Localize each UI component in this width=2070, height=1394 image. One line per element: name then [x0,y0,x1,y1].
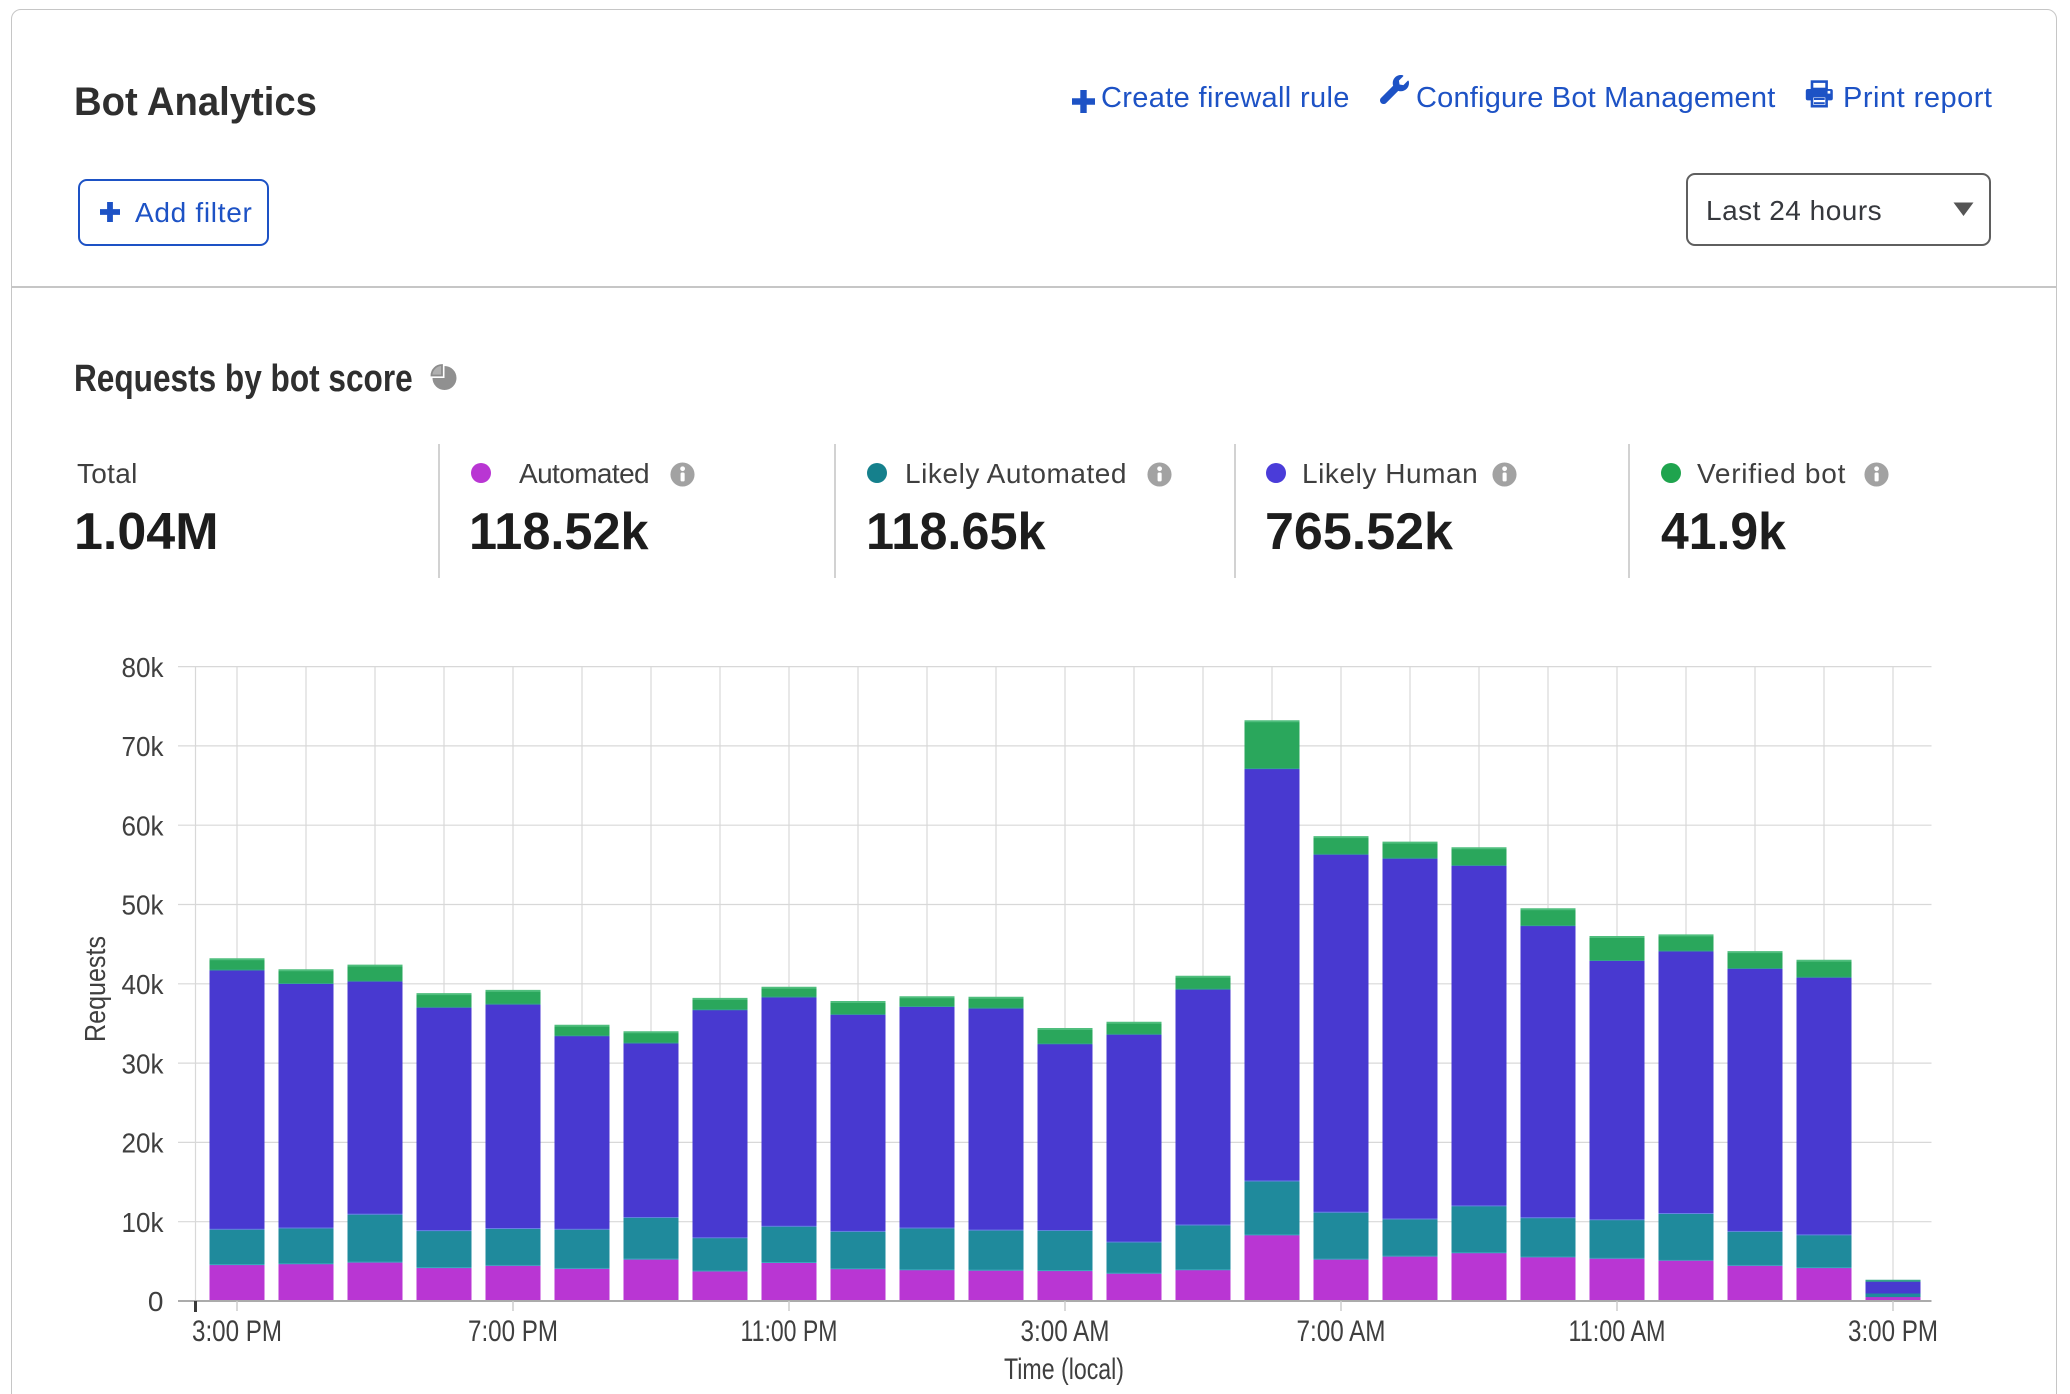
svg-text:50k: 50k [122,890,165,921]
svg-text:11:00 PM: 11:00 PM [741,1315,838,1348]
svg-text:80k: 80k [122,652,165,683]
svg-text:20k: 20k [122,1128,165,1159]
svg-text:40k: 40k [122,969,165,1000]
svg-text:7:00 PM: 7:00 PM [468,1315,558,1348]
svg-text:70k: 70k [122,731,165,762]
svg-text:60k: 60k [122,810,165,841]
svg-text:3:00 PM: 3:00 PM [1848,1315,1938,1348]
svg-text:3:00 PM: 3:00 PM [192,1315,282,1348]
svg-text:0: 0 [148,1286,164,1317]
svg-text:Time (local): Time (local) [1004,1353,1124,1386]
svg-text:Requests: Requests [80,936,112,1042]
svg-text:7:00 AM: 7:00 AM [1297,1315,1386,1348]
svg-text:3:00 AM: 3:00 AM [1021,1315,1110,1348]
svg-text:11:00 AM: 11:00 AM [1569,1315,1666,1348]
svg-text:10k: 10k [122,1207,165,1238]
svg-text:30k: 30k [122,1048,165,1079]
